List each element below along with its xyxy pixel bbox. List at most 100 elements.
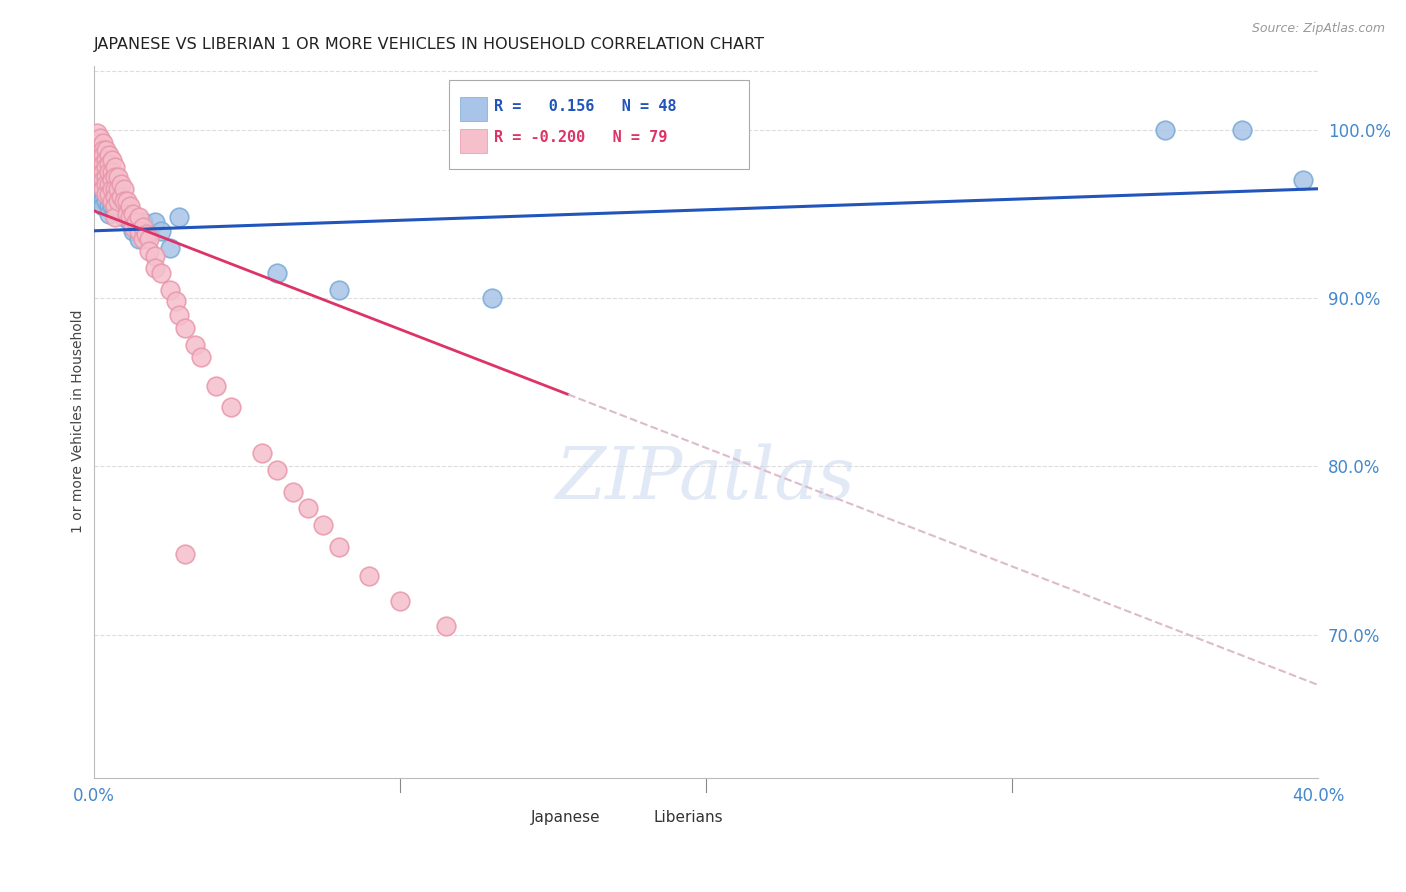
Point — [169, 308, 191, 322]
Point — [91, 156, 114, 170]
Point — [221, 401, 243, 415]
Point — [91, 182, 114, 196]
Point — [91, 165, 114, 179]
Point — [434, 619, 457, 633]
Point — [359, 568, 381, 582]
Point — [138, 244, 160, 258]
Point — [149, 266, 172, 280]
Point — [91, 194, 114, 208]
Point — [110, 190, 132, 204]
Point — [107, 203, 129, 218]
Point — [101, 182, 124, 196]
FancyBboxPatch shape — [460, 96, 486, 120]
Point — [94, 169, 117, 184]
Point — [94, 194, 117, 208]
Text: Liberians: Liberians — [654, 810, 723, 825]
Point — [101, 186, 124, 201]
Point — [94, 177, 117, 191]
Point — [266, 266, 288, 280]
Point — [120, 215, 142, 229]
Point — [91, 198, 114, 212]
Point — [97, 177, 120, 191]
Point — [169, 211, 191, 225]
Point — [97, 156, 120, 170]
Point — [183, 338, 205, 352]
Point — [107, 169, 129, 184]
Point — [94, 153, 117, 168]
Point — [190, 350, 212, 364]
FancyBboxPatch shape — [449, 80, 749, 169]
Point — [174, 547, 197, 561]
Point — [86, 126, 108, 140]
Point — [94, 143, 117, 157]
Point — [86, 136, 108, 151]
Point — [104, 190, 127, 204]
Point — [250, 446, 273, 460]
Point — [101, 153, 124, 168]
Point — [165, 294, 187, 309]
Text: R =   0.156   N = 48: R = 0.156 N = 48 — [494, 99, 676, 114]
Point — [91, 143, 114, 157]
Text: ZIPatlas: ZIPatlas — [557, 443, 856, 514]
Point — [97, 173, 120, 187]
Point — [91, 148, 114, 162]
Point — [159, 241, 181, 255]
Point — [94, 160, 117, 174]
Point — [104, 203, 127, 218]
Point — [131, 215, 153, 229]
Point — [97, 207, 120, 221]
Point — [97, 165, 120, 179]
Point — [91, 182, 114, 196]
Point — [86, 148, 108, 162]
Point — [125, 215, 148, 229]
Point — [143, 215, 166, 229]
Text: JAPANESE VS LIBERIAN 1 OR MORE VEHICLES IN HOUSEHOLD CORRELATION CHART: JAPANESE VS LIBERIAN 1 OR MORE VEHICLES … — [94, 37, 765, 53]
FancyBboxPatch shape — [460, 128, 486, 153]
Point — [122, 220, 145, 235]
Point — [91, 136, 114, 151]
Point — [104, 160, 127, 174]
Point — [101, 173, 124, 187]
Point — [138, 232, 160, 246]
Point — [131, 220, 153, 235]
Point — [266, 463, 288, 477]
Point — [89, 165, 111, 179]
Point — [117, 207, 139, 221]
Point — [104, 198, 127, 212]
Point — [101, 194, 124, 208]
Point — [97, 198, 120, 212]
Point — [281, 484, 304, 499]
Point — [135, 227, 157, 242]
Point — [104, 169, 127, 184]
Point — [86, 173, 108, 187]
Point — [94, 169, 117, 184]
Point — [149, 224, 172, 238]
Point — [143, 249, 166, 263]
Text: Japanese: Japanese — [531, 810, 600, 825]
Point — [174, 321, 197, 335]
Point — [107, 190, 129, 204]
Point — [143, 260, 166, 275]
Point — [1292, 173, 1315, 187]
Point — [128, 232, 150, 246]
Point — [104, 182, 127, 196]
Point — [89, 148, 111, 162]
Text: Source: ZipAtlas.com: Source: ZipAtlas.com — [1251, 22, 1385, 36]
Point — [101, 198, 124, 212]
Point — [120, 211, 142, 225]
Point — [112, 194, 135, 208]
Point — [112, 194, 135, 208]
Point — [1230, 123, 1253, 137]
Text: R = -0.200   N = 79: R = -0.200 N = 79 — [494, 130, 668, 145]
Point — [297, 501, 319, 516]
Point — [128, 224, 150, 238]
Point — [312, 518, 335, 533]
Point — [89, 131, 111, 145]
Point — [104, 211, 127, 225]
Point — [94, 186, 117, 201]
Point — [112, 182, 135, 196]
Point — [481, 291, 503, 305]
Point — [1154, 123, 1177, 137]
FancyBboxPatch shape — [617, 805, 647, 830]
Point — [117, 207, 139, 221]
